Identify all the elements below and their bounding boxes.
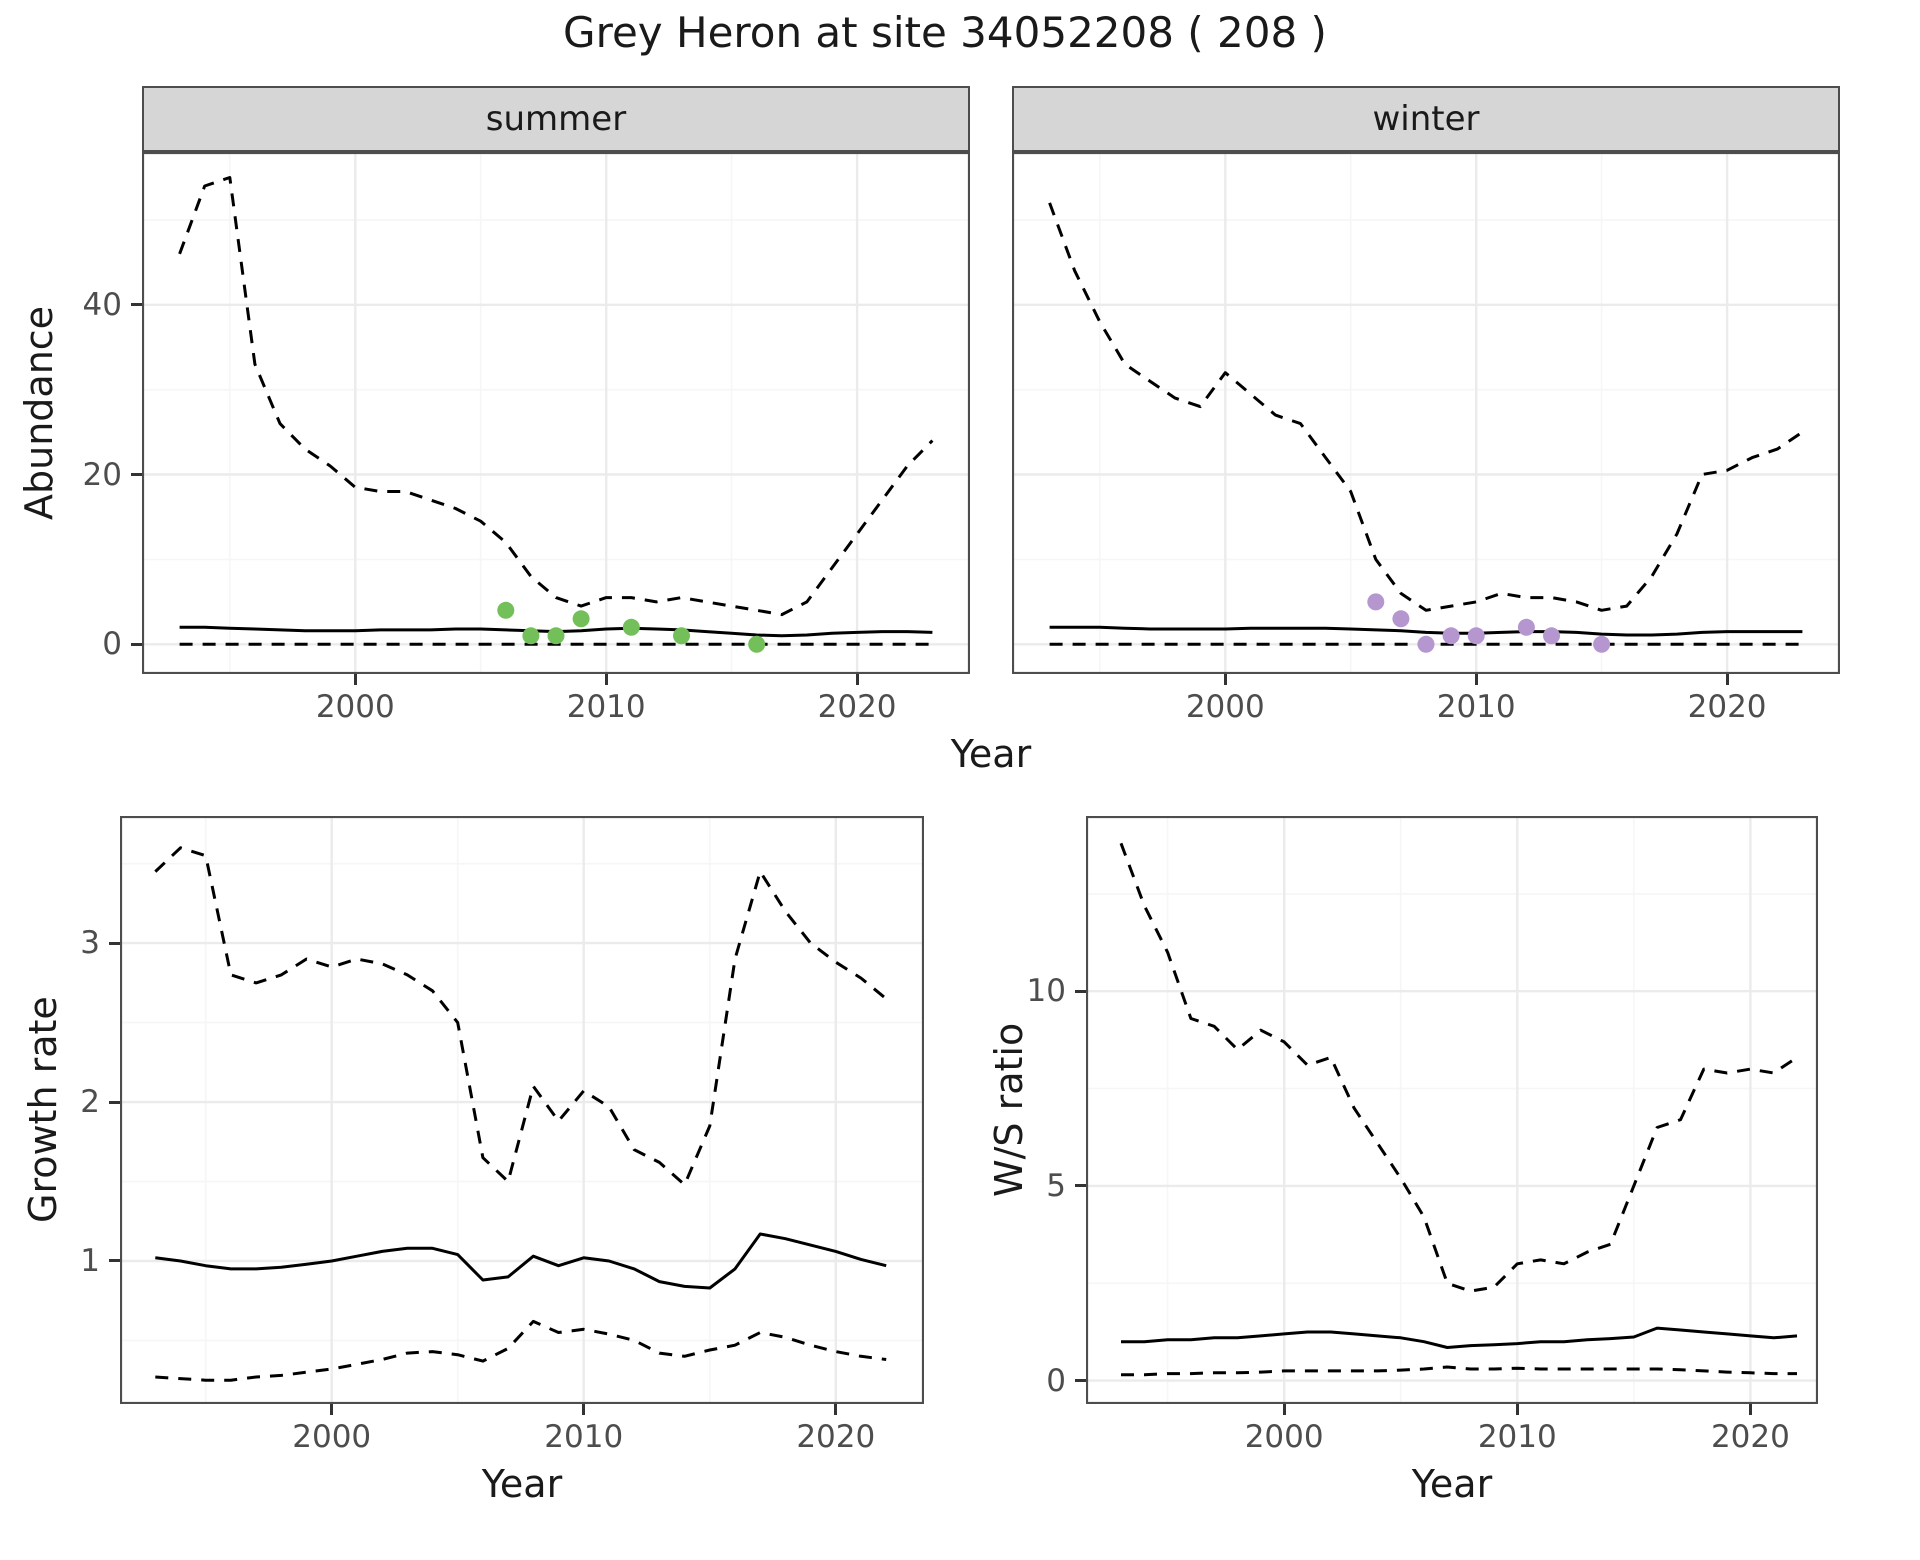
x-tick-mark — [1515, 1404, 1519, 1415]
x-tick-label: 2020 — [796, 1419, 876, 1455]
growth-rate-median — [155, 1232, 887, 1290]
x-tick-label: 2010 — [566, 689, 646, 725]
y-tick-mark — [1075, 1184, 1086, 1188]
x-tick-mark — [834, 1404, 838, 1415]
y-tick-label: 0 — [1046, 1362, 1066, 1399]
facet-strip-summer: summer — [142, 86, 970, 152]
x-tick-label: 2000 — [1244, 1419, 1324, 1455]
panel-abundance-summer — [142, 152, 970, 674]
x-tick-label: 2000 — [315, 689, 395, 725]
y-tick-mark — [109, 1259, 120, 1263]
abundance-winter-observed-counts — [1367, 593, 1611, 653]
ws-ratio-lower-ci — [1121, 1365, 1797, 1377]
x-tick-label: 2010 — [1477, 1419, 1557, 1455]
y-tick-label: 3 — [80, 925, 100, 962]
panel-growth-rate — [120, 816, 924, 1404]
y-axis-label-abundance: Abundance — [17, 305, 61, 521]
ws-ratio-median — [1121, 1326, 1798, 1349]
y-tick-mark — [131, 642, 142, 646]
growth-rate-lower-ci — [155, 1319, 887, 1382]
growth-rate-upper-ci — [154, 846, 888, 1187]
x-tick-mark — [582, 1404, 586, 1415]
x-tick-label: 2000 — [1185, 689, 1265, 725]
y-tick-label: 1 — [80, 1242, 100, 1279]
panel-abundance-winter — [1012, 152, 1840, 674]
y-tick-label: 0 — [102, 626, 122, 663]
x-tick-mark — [604, 674, 608, 685]
x-axis-label-ws-ratio: Year — [1411, 1462, 1493, 1506]
x-tick-label: 2010 — [1436, 689, 1516, 725]
x-tick-mark — [1474, 674, 1478, 685]
x-tick-label: 2020 — [1710, 1419, 1790, 1455]
abundance-summer-upper-ci — [178, 176, 934, 617]
x-axis-label-top: Year — [950, 732, 1032, 776]
abundance-summer-observed-counts — [497, 601, 766, 653]
x-tick-mark — [1748, 1404, 1752, 1415]
x-tick-label: 2010 — [544, 1419, 624, 1455]
y-tick-mark — [1075, 989, 1086, 993]
ws-ratio-upper-ci — [1119, 842, 1798, 1293]
x-tick-label: 2020 — [1687, 689, 1767, 725]
facet-label-summer: summer — [485, 99, 627, 139]
y-axis-label-ws-ratio: W/S ratio — [987, 1022, 1031, 1198]
facet-strip-winter: winter — [1012, 86, 1840, 152]
y-tick-mark — [109, 1100, 120, 1104]
y-tick-label: 2 — [80, 1084, 100, 1121]
x-axis-label-growth-rate: Year — [481, 1462, 563, 1506]
y-tick-label: 10 — [1026, 973, 1066, 1010]
x-tick-mark — [1223, 674, 1227, 685]
y-tick-label: 20 — [82, 456, 122, 493]
chart-title: Grey Heron at site 34052208 ( 208 ) — [563, 8, 1327, 57]
x-tick-mark — [1282, 1404, 1286, 1415]
y-tick-mark — [1075, 1379, 1086, 1383]
y-tick-mark — [131, 303, 142, 307]
x-tick-label: 2000 — [292, 1419, 372, 1455]
x-tick-mark — [1725, 674, 1729, 685]
y-tick-mark — [131, 473, 142, 477]
y-tick-label: 40 — [82, 286, 122, 323]
abundance-winter-median — [1049, 625, 1803, 637]
panel-ws-ratio — [1086, 816, 1818, 1404]
facet-label-winter: winter — [1372, 99, 1480, 139]
y-tick-mark — [109, 941, 120, 945]
abundance-winter-upper-ci — [1048, 202, 1804, 612]
x-tick-mark — [353, 674, 357, 685]
x-tick-mark — [855, 674, 859, 685]
y-tick-label: 5 — [1046, 1167, 1066, 1204]
x-tick-mark — [330, 1404, 334, 1415]
x-tick-label: 2020 — [817, 689, 897, 725]
